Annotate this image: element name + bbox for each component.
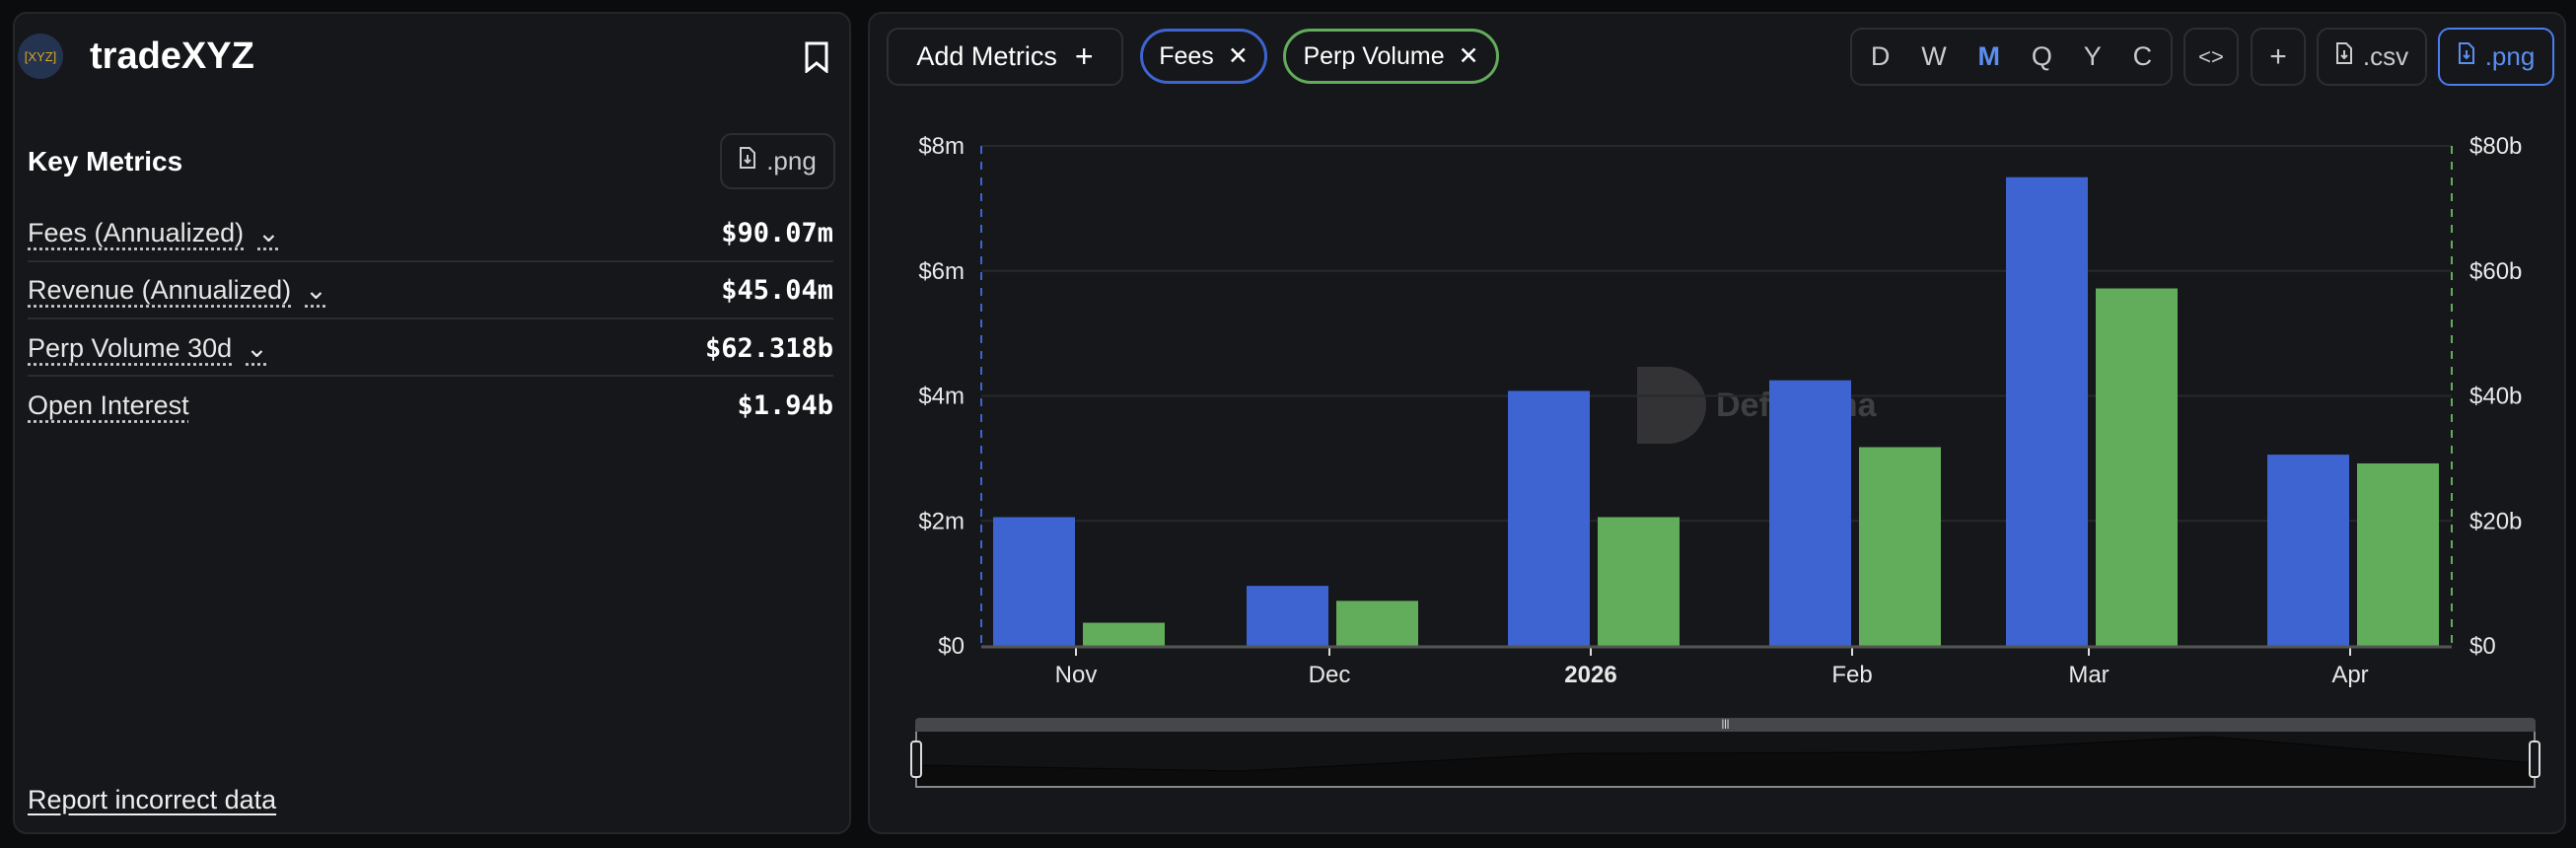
range-slider-handle-bar[interactable]: ||| [915, 718, 2536, 732]
add-button[interactable]: + [2251, 28, 2306, 86]
metric-value: $1.94b [737, 390, 833, 421]
left-axis-tick: $4m [918, 384, 965, 410]
protocol-logo: [XYZ] [18, 34, 63, 79]
metric-value: $45.04m [721, 275, 833, 306]
x-axis-label: Apr [2331, 662, 2368, 688]
period-y[interactable]: Y [2083, 41, 2102, 71]
left-axis-tick: $8m [918, 133, 965, 160]
download-png-button[interactable]: .png [720, 133, 835, 189]
range-slider-left-handle[interactable] [910, 741, 922, 778]
period-w[interactable]: W [1921, 41, 1947, 71]
report-incorrect-data-link[interactable]: Report incorrect data [28, 785, 277, 814]
metric-label: Perp Volume 30d [28, 333, 233, 363]
x-axis-label: Mar [2068, 662, 2109, 688]
png-label: .png [2484, 41, 2536, 71]
period-d[interactable]: D [1870, 41, 1891, 71]
chip-perp-volume[interactable]: Perp Volume ✕ [1283, 29, 1499, 84]
download-png-button[interactable]: .png [2438, 28, 2554, 86]
period-c[interactable]: C [2132, 41, 2153, 71]
bar-fees [993, 517, 1075, 646]
plus-icon: + [1074, 38, 1094, 74]
right-axis-tick: $0 [2469, 633, 2496, 660]
range-slider[interactable] [915, 732, 2536, 788]
left-axis-tick: $0 [938, 633, 965, 660]
embed-button[interactable]: <> [2183, 28, 2239, 86]
metric-open-interest[interactable]: Open Interest [28, 390, 189, 421]
bookmark-icon[interactable] [804, 41, 829, 78]
period-q[interactable]: Q [2031, 41, 2052, 71]
x-axis-label: Feb [1831, 662, 1872, 688]
metric-label: Open Interest [28, 390, 189, 420]
csv-label: .csv [2362, 41, 2409, 71]
chip-fees[interactable]: Fees ✕ [1140, 29, 1267, 84]
file-download-icon [2335, 41, 2353, 72]
divider [28, 260, 833, 262]
right-axis-tick: $20b [2469, 508, 2522, 534]
metric-fees[interactable]: Fees (Annualized) ⌄ [28, 218, 280, 248]
bar-fees [1247, 586, 1328, 646]
left-axis-tick: $6m [918, 258, 965, 285]
bar-perp-volume [1336, 601, 1418, 646]
chevron-down-icon[interactable]: ⌄ [257, 218, 280, 247]
metric-label: Fees (Annualized) [28, 218, 245, 247]
metric-value: $90.07m [721, 218, 833, 248]
range-slider-right-handle[interactable] [2529, 741, 2540, 778]
protocol-title: tradeXYZ [90, 35, 254, 77]
bar-perp-volume [1083, 622, 1165, 646]
key-metrics-panel: [XYZ] tradeXYZ Key Metrics .png Fees (An… [13, 12, 851, 834]
add-metrics-label: Add Metrics [916, 41, 1057, 71]
x-axis-label: Dec [1309, 662, 1351, 688]
bar-perp-volume [1598, 517, 1680, 646]
range-slider-preview [917, 736, 2534, 786]
x-axis-label: 2026 [1564, 662, 1616, 688]
right-axis-tick: $40b [2469, 384, 2522, 410]
download-csv-button[interactable]: .csv [2317, 28, 2427, 86]
metric-revenue[interactable]: Revenue (Annualized) ⌄ [28, 275, 327, 306]
defillama-logo-icon [1637, 367, 1706, 444]
chart-panel [868, 12, 2566, 834]
right-axis-tick: $60b [2469, 258, 2522, 285]
left-axis-tick: $2m [918, 508, 965, 534]
png-label: .png [766, 146, 817, 176]
code-icon: <> [2198, 43, 2224, 69]
close-icon[interactable]: ✕ [1458, 42, 1479, 70]
period-m[interactable]: M [1977, 41, 2001, 71]
plus-icon: + [2269, 39, 2287, 73]
chevron-down-icon[interactable]: ⌄ [305, 275, 327, 305]
chevron-down-icon[interactable]: ⌄ [246, 333, 268, 363]
chip-label: Perp Volume [1303, 41, 1445, 70]
bar-fees [2006, 177, 2088, 646]
section-title: Key Metrics [28, 146, 183, 177]
divider [28, 318, 833, 319]
file-download-icon [739, 146, 756, 177]
x-axis-label: Nov [1055, 662, 1098, 688]
add-metrics-button[interactable]: Add Metrics + [887, 28, 1123, 86]
bar-fees [2267, 455, 2349, 646]
metric-perp-volume[interactable]: Perp Volume 30d ⌄ [28, 333, 268, 364]
period-selector: D W M Q Y C [1850, 28, 2173, 86]
bar-perp-volume [1859, 447, 1941, 646]
metric-label: Revenue (Annualized) [28, 275, 292, 305]
bar-fees [1769, 380, 1851, 646]
close-icon[interactable]: ✕ [1227, 42, 1249, 70]
metric-value: $62.318b [704, 333, 833, 364]
bar-perp-volume [2096, 288, 2178, 646]
bar-perp-volume [2357, 462, 2439, 646]
right-axis-tick: $80b [2469, 133, 2522, 160]
bar-fees [1508, 390, 1590, 646]
file-download-icon [2458, 41, 2475, 72]
chip-label: Fees [1159, 41, 1214, 70]
divider [28, 375, 833, 377]
